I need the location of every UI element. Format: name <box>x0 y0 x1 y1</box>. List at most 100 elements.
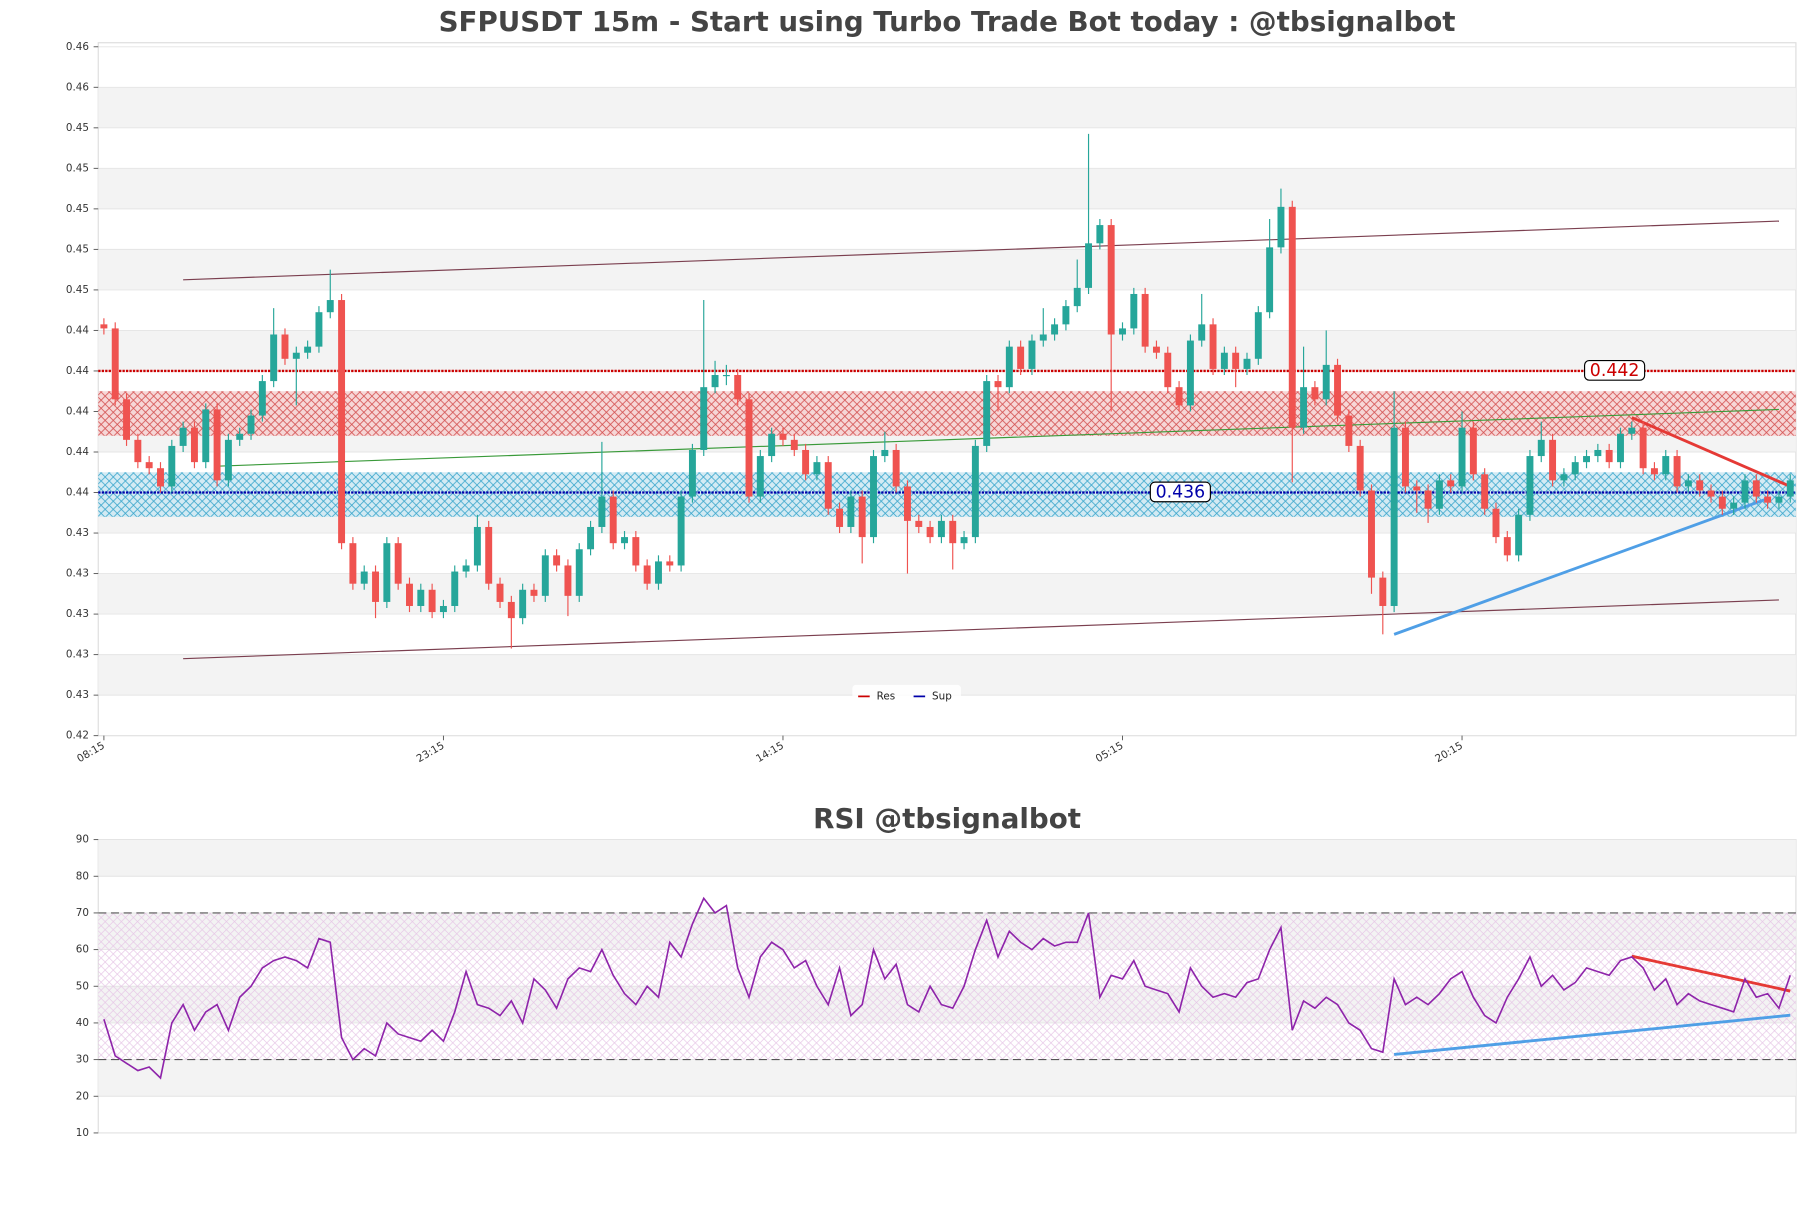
candle-body <box>202 409 210 463</box>
plot-area <box>97 42 1797 737</box>
candle-body <box>722 375 730 377</box>
grid-band <box>98 573 1796 615</box>
y-tick-label: 10 <box>76 1127 89 1139</box>
candle-body <box>1288 206 1296 428</box>
candle-body <box>609 496 617 544</box>
x-tick-label: 23:15 <box>415 740 447 765</box>
candle-body <box>1085 243 1093 288</box>
trend-line <box>1631 954 1791 993</box>
candle-body <box>1560 474 1568 481</box>
rsi-line <box>103 896 1792 1080</box>
candle-body <box>236 433 244 440</box>
candle-body <box>677 496 685 566</box>
candle-body <box>1164 352 1172 388</box>
candle-body <box>530 589 538 596</box>
y-tick-label: 0.43 <box>66 649 89 661</box>
candle-body <box>836 508 844 527</box>
grid-band <box>98 168 1796 209</box>
candle-body <box>1028 340 1036 369</box>
legend-label: Sup <box>932 690 952 702</box>
candle-body <box>134 439 142 463</box>
candle-body <box>621 537 628 544</box>
candle-body <box>1379 577 1387 606</box>
candle-body <box>1300 387 1308 428</box>
candle-body <box>270 334 278 382</box>
y-tick-label: 0.46 <box>66 81 89 93</box>
y-tick-label: 0.44 <box>66 324 89 336</box>
candle-body <box>1209 324 1217 369</box>
y-tick-label: 0.44 <box>66 487 89 499</box>
candle-body <box>1186 340 1194 406</box>
candle-body <box>1696 480 1704 491</box>
candle-body <box>1628 427 1636 434</box>
candle-body <box>1492 508 1500 538</box>
y-tick-label: 80 <box>76 870 89 882</box>
y-tick-label: 0.44 <box>66 446 89 458</box>
candle-body <box>1583 456 1590 463</box>
candle-body <box>870 456 877 538</box>
candle-body <box>1198 324 1206 341</box>
candle-body <box>1017 346 1025 369</box>
y-tick-label: 0.43 <box>66 568 89 580</box>
candle-body <box>1424 490 1432 509</box>
candle-body <box>1617 433 1624 463</box>
chart-title: RSI @tbsignalbot <box>813 802 1081 835</box>
candle-body <box>213 409 221 481</box>
candle-body <box>1469 427 1477 475</box>
candle-body <box>100 324 108 329</box>
candle-body <box>1334 364 1342 416</box>
candle-body <box>1107 225 1115 335</box>
candle-body <box>349 543 357 584</box>
candle-body <box>1062 306 1070 325</box>
candle-body <box>439 605 447 613</box>
candle-body <box>1356 445 1364 491</box>
y-tick-label: 0.45 <box>66 243 89 255</box>
candle-body <box>473 526 481 566</box>
candle-body <box>847 496 855 527</box>
rsi-zone <box>98 912 1796 1060</box>
y-tick-label: 0.44 <box>66 405 89 417</box>
trend-line <box>1393 1013 1791 1056</box>
candle-body <box>1481 474 1489 509</box>
chart-title: SFPUSDT 15m - Start using Turbo Trade Bo… <box>439 5 1456 38</box>
x-tick-label: 08:15 <box>75 740 107 765</box>
candle-body <box>1741 480 1749 503</box>
candle-body <box>258 381 266 416</box>
candle-body <box>145 462 153 469</box>
candle-body <box>1639 427 1647 469</box>
candle-body <box>994 381 1002 388</box>
candle-body <box>1447 480 1455 487</box>
candle-body <box>338 300 346 544</box>
resistance-label-box <box>1583 359 1646 381</box>
candle-body <box>915 520 923 527</box>
candle-body <box>372 571 379 602</box>
candle-body <box>224 439 232 481</box>
candle-body <box>587 526 595 550</box>
candle-body <box>1119 328 1126 335</box>
y-tick-label: 20 <box>76 1090 89 1102</box>
y-tick-label: 0.45 <box>66 203 89 215</box>
candle-body <box>1175 387 1183 406</box>
trend-line <box>217 408 1779 467</box>
candle-body <box>768 433 776 457</box>
candle-body <box>383 543 391 602</box>
candle-body <box>1130 293 1138 329</box>
candle-body <box>858 496 866 538</box>
candle-body <box>507 601 515 619</box>
grid-band <box>98 1059 1796 1097</box>
candle-body <box>111 328 119 400</box>
candle-body <box>1718 496 1726 509</box>
candle-body <box>1537 439 1545 457</box>
support-zone <box>98 472 1796 517</box>
candle-body <box>247 415 255 434</box>
candle-body <box>756 456 764 497</box>
candle-body <box>1039 334 1047 341</box>
candle-body <box>745 399 753 497</box>
y-tick-label: 0.42 <box>66 730 89 742</box>
candle-body <box>1515 514 1523 556</box>
grid-band <box>98 249 1796 290</box>
candle-body <box>1673 456 1681 487</box>
candle-body <box>179 427 187 446</box>
candle-body <box>1401 427 1409 487</box>
